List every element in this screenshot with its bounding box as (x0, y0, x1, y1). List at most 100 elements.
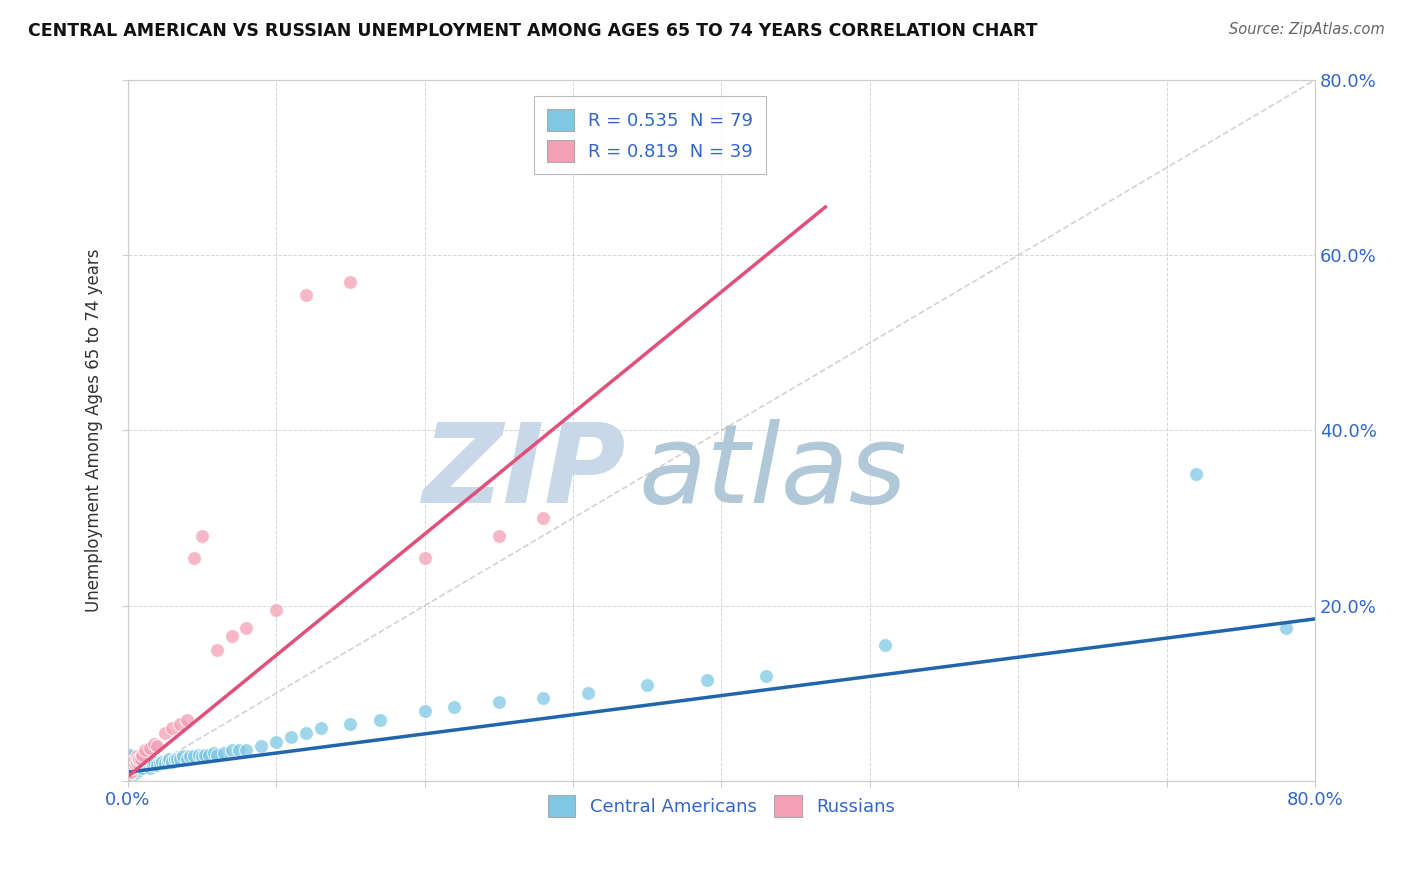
Y-axis label: Unemployment Among Ages 65 to 74 years: Unemployment Among Ages 65 to 74 years (86, 249, 103, 612)
Point (221, 629, 243, 643)
Point (124, 752, 146, 766)
Point (122, 764, 145, 778)
Point (143, 737, 166, 751)
Point (198, 747, 221, 762)
Point (755, 669, 778, 683)
Point (118, 756, 141, 771)
Point (118, 749, 141, 764)
Point (183, 550, 205, 565)
Point (146, 758, 169, 772)
Point (118, 767, 141, 781)
Point (128, 756, 150, 771)
Point (1185, 467, 1208, 482)
Point (125, 749, 148, 764)
Point (156, 755, 179, 769)
Point (235, 743, 257, 757)
Point (488, 528, 510, 542)
Point (221, 743, 243, 757)
Point (122, 755, 145, 769)
Point (1274, 621, 1296, 635)
Point (120, 761, 142, 775)
Point (118, 761, 141, 775)
Point (128, 764, 150, 778)
Point (169, 752, 191, 766)
Point (125, 765, 148, 780)
Point (129, 758, 152, 772)
Point (142, 758, 165, 772)
Point (124, 767, 146, 781)
Point (576, 686, 599, 700)
Point (120, 756, 142, 771)
Point (127, 752, 149, 766)
Point (205, 747, 228, 762)
Point (264, 734, 287, 748)
Point (118, 755, 141, 769)
Point (118, 752, 141, 766)
Point (339, 717, 361, 731)
Text: atlas: atlas (638, 419, 907, 526)
Point (187, 747, 209, 762)
Text: Source: ZipAtlas.com: Source: ZipAtlas.com (1229, 22, 1385, 37)
Point (280, 730, 302, 744)
Point (339, 275, 361, 289)
Point (120, 767, 142, 781)
Point (129, 752, 152, 766)
Point (228, 743, 250, 757)
Point (235, 621, 257, 635)
Point (118, 758, 141, 772)
Point (149, 756, 172, 771)
Point (146, 739, 169, 753)
Point (131, 747, 153, 762)
Point (134, 756, 156, 771)
Point (191, 528, 214, 542)
Text: CENTRAL AMERICAN VS RUSSIAN UNEMPLOYMENT AMONG AGES 65 TO 74 YEARS CORRELATION C: CENTRAL AMERICAN VS RUSSIAN UNEMPLOYMENT… (28, 22, 1038, 40)
Point (124, 761, 146, 775)
Point (124, 756, 146, 771)
Point (873, 638, 896, 652)
Point (205, 642, 228, 657)
Point (128, 752, 150, 766)
Point (157, 752, 180, 766)
Point (139, 740, 162, 755)
Point (118, 755, 141, 769)
Point (176, 752, 198, 766)
Point (118, 770, 141, 784)
Point (413, 550, 436, 565)
Point (139, 761, 162, 775)
Point (127, 761, 149, 775)
Point (134, 743, 156, 757)
Point (531, 690, 554, 705)
Point (172, 749, 194, 764)
Point (122, 755, 145, 769)
Point (121, 761, 143, 775)
Point (125, 758, 148, 772)
Point (250, 739, 273, 753)
Point (368, 713, 391, 727)
Point (636, 677, 658, 691)
Point (118, 764, 141, 778)
Point (141, 756, 163, 771)
Point (121, 765, 143, 780)
Point (160, 722, 183, 736)
Point (169, 717, 191, 731)
Point (194, 747, 217, 762)
Point (121, 761, 143, 775)
Point (132, 758, 155, 772)
Point (118, 761, 141, 775)
Point (443, 699, 465, 714)
Point (120, 765, 142, 780)
Text: ZIP: ZIP (423, 419, 627, 526)
Point (191, 749, 214, 764)
Point (135, 758, 157, 772)
Point (118, 765, 141, 780)
Point (120, 761, 142, 775)
Point (143, 755, 166, 769)
Point (294, 726, 316, 740)
Point (153, 726, 176, 740)
Point (124, 756, 146, 771)
Point (309, 722, 332, 736)
Point (212, 746, 235, 760)
Point (120, 765, 142, 780)
Point (150, 755, 173, 769)
Point (160, 755, 183, 769)
